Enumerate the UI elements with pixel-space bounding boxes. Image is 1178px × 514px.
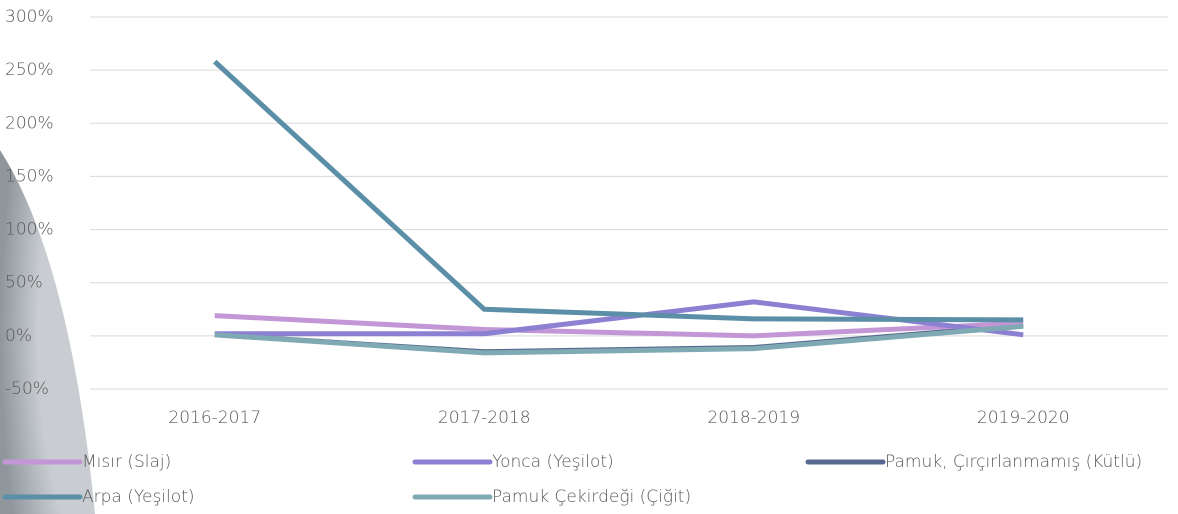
y-tick-label: 300% bbox=[5, 7, 54, 27]
series-line bbox=[214, 313, 1024, 339]
legend-label: Arpa (Yeşilot) bbox=[82, 487, 194, 507]
y-tick-label: 150% bbox=[5, 166, 54, 186]
y-tick-label: 50% bbox=[5, 273, 43, 293]
y-tick-label: 100% bbox=[5, 220, 54, 240]
y-tick-label: 0% bbox=[5, 326, 32, 346]
y-tick-label: -50% bbox=[5, 379, 49, 399]
x-tick-label: 2016-2017 bbox=[168, 408, 261, 428]
series-line bbox=[213, 59, 1024, 323]
y-tick-label: 250% bbox=[5, 60, 54, 80]
x-tick-label: 2019-2020 bbox=[977, 408, 1070, 428]
legend-label: Pamuk Çekirdeği (Çiğit) bbox=[492, 487, 691, 507]
legend-label: Pamuk, Çırçırlanmamış (Kütlü) bbox=[885, 452, 1142, 472]
x-tick-label: 2018-2019 bbox=[707, 408, 800, 428]
decoration bbox=[0, 150, 95, 514]
y-tick-label: 200% bbox=[5, 113, 54, 133]
legend-label: Yonca (Yeşilot) bbox=[492, 452, 614, 472]
x-tick-label: 2017-2018 bbox=[438, 408, 531, 428]
series-line bbox=[214, 323, 1024, 356]
legend-label: Mısır (Slaj) bbox=[82, 452, 171, 472]
